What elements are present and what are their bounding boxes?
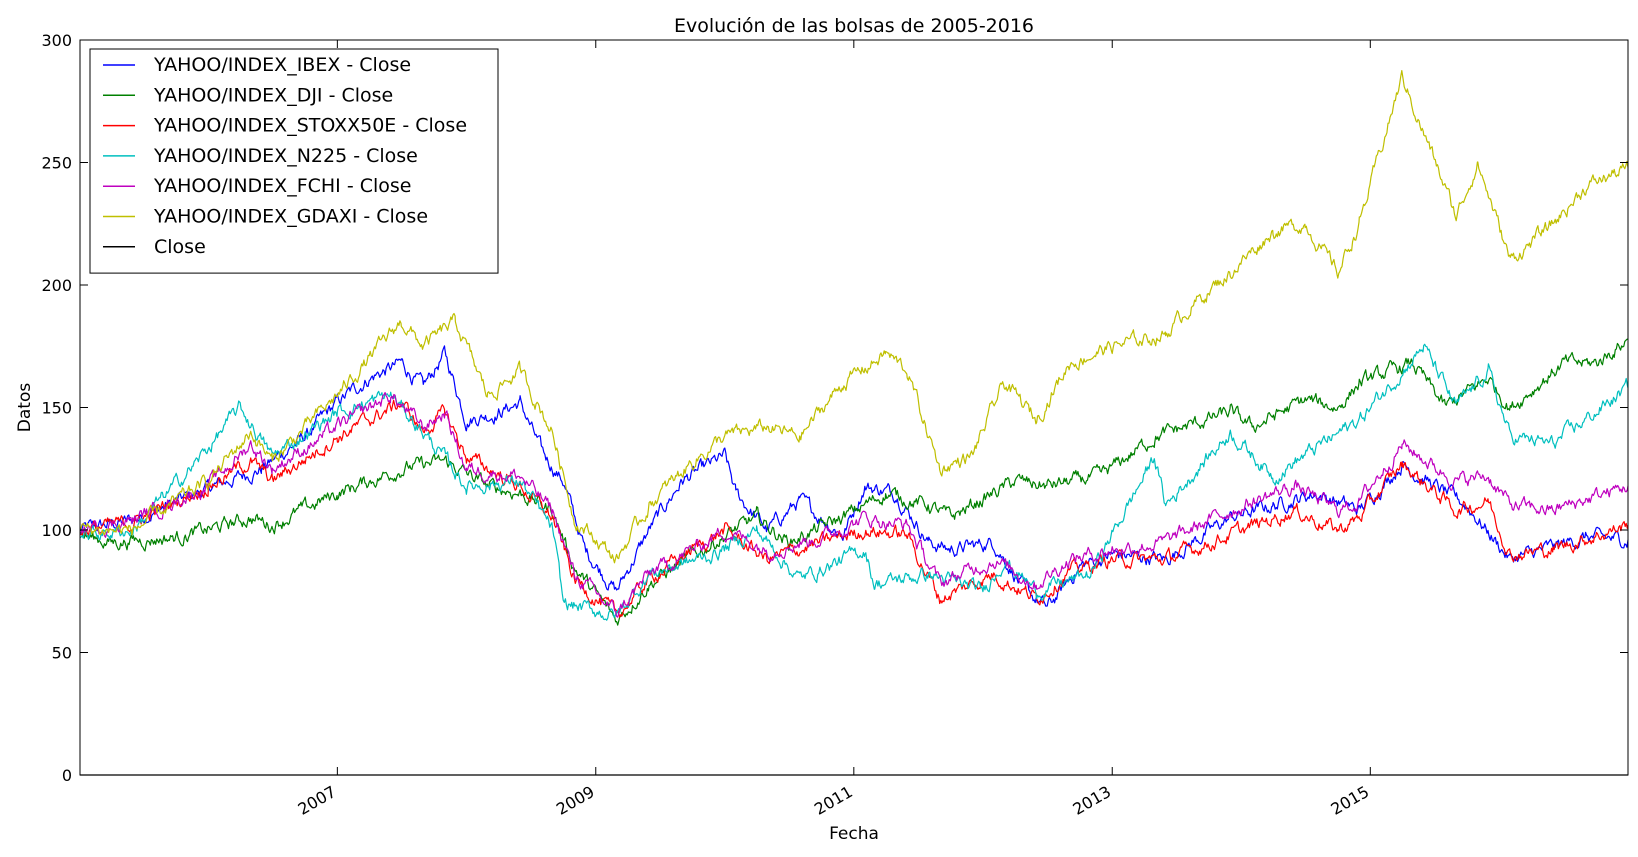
- legend-label-2: YAHOO/INDEX_STOXX50E - Close: [153, 115, 467, 137]
- x-tick-label-1: 2009: [553, 782, 598, 819]
- legend: YAHOO/INDEX_IBEX - Close YAHOO/INDEX_DJI …: [89, 48, 499, 274]
- legend-label-1: YAHOO/INDEX_DJI - Close: [153, 84, 393, 106]
- x-tick-label-3: 2013: [1069, 782, 1114, 819]
- series-line-5: [79, 70, 1629, 564]
- x-tick-label-2: 2011: [811, 782, 856, 819]
- chart-title: Evolución de las bolsas de 2005-2016: [674, 15, 1034, 37]
- series-line-1: [79, 338, 1629, 626]
- x-tick-label-0: 2007: [295, 782, 340, 819]
- series-line-2: [79, 399, 1629, 618]
- x-tick-label-4: 2015: [1328, 782, 1373, 819]
- y-tick-label-1: 50: [52, 644, 72, 663]
- legend-box: [89, 48, 499, 274]
- legend-label-5: YAHOO/INDEX_GDAXI - Close: [153, 206, 428, 228]
- y-tick-label-5: 250: [41, 154, 72, 173]
- series-line-4: [79, 391, 1629, 618]
- plot-frame: [79, 39, 1629, 776]
- y-tick-label-0: 0: [62, 766, 72, 785]
- legend-label-4: YAHOO/INDEX_FCHI - Close: [153, 175, 411, 197]
- y-axis-label: Datos: [15, 383, 35, 433]
- x-axis-label: Fecha: [829, 824, 879, 844]
- y-tick-label-4: 200: [41, 276, 72, 295]
- legend-label-0: YAHOO/INDEX_IBEX - Close: [153, 54, 411, 76]
- series-line-3: [79, 343, 1629, 621]
- series-line-0: [79, 345, 1629, 607]
- legend-label-3: YAHOO/INDEX_N225 - Close: [153, 145, 418, 167]
- y-tick-label-6: 300: [41, 31, 72, 50]
- legend-label-6: Close: [154, 236, 206, 258]
- y-tick-label-2: 100: [41, 521, 72, 540]
- y-tick-label-3: 150: [41, 399, 72, 418]
